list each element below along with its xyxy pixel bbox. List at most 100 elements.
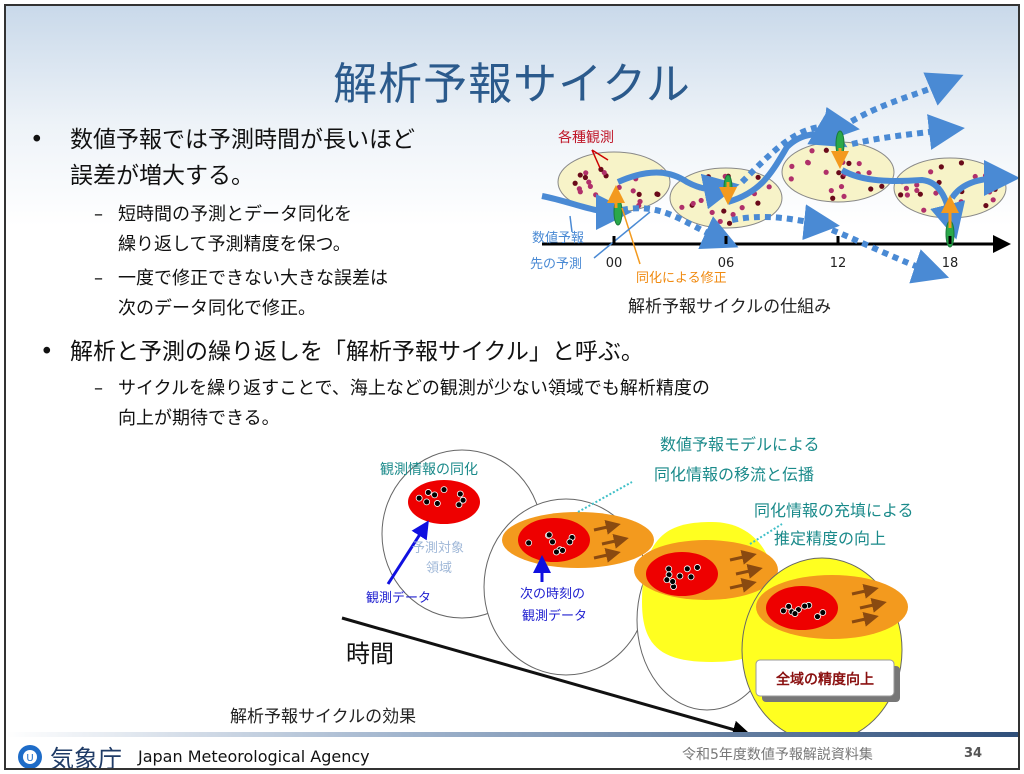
observation-dot — [879, 183, 885, 189]
observation-point — [566, 538, 574, 546]
propagation-arrow — [729, 577, 757, 593]
prior-forecast-leader — [593, 211, 651, 259]
observation-dot — [601, 202, 607, 208]
observation-dot — [836, 170, 842, 176]
sub-bullet-2-1: サイクルを繰り返すことで、海上などの観測が少ない領域でも解析精度の 向上が期待で… — [118, 374, 710, 434]
observation-point — [440, 486, 448, 494]
observation-dot — [789, 163, 795, 169]
forecast-path — [949, 160, 1018, 200]
dash-marker: – — [94, 378, 103, 399]
forecast-path — [616, 169, 740, 210]
propagation-arrow — [601, 533, 629, 549]
target-area-label: 領域 — [426, 560, 452, 576]
bullet-1: 数値予報では予測時間が長いほど 誤差が増大する。 — [70, 122, 415, 194]
propagation-arrow — [593, 519, 621, 535]
effect-caption: 解析予報サイクルの効果 — [230, 707, 417, 727]
observation-dot — [838, 183, 845, 190]
observation-dot — [856, 160, 862, 167]
prior-forecast-label: 先の予測 — [530, 257, 582, 272]
propagation-arrow — [735, 563, 763, 579]
observation-dot — [577, 172, 583, 178]
observation-dot — [587, 183, 593, 189]
effect-diagram: 観測情報の同化 予測対象 領域 観測データ 次の時刻の 観測データ 数値予報モデ… — [341, 435, 914, 732]
advection-leader — [577, 481, 633, 513]
tick-label: 12 — [830, 256, 847, 271]
forecast-path — [727, 113, 848, 205]
footer-divider — [6, 732, 1018, 737]
correction-label: 同化による修正 — [636, 271, 727, 286]
observation-point — [545, 531, 553, 539]
observation-dot — [809, 148, 815, 154]
observation-dot — [868, 186, 874, 192]
observation-dot — [616, 184, 622, 191]
observation-point — [559, 546, 566, 554]
observation-dot — [705, 174, 712, 180]
observation-dot — [739, 205, 745, 211]
observation-dot — [630, 188, 636, 194]
observation-dot — [708, 197, 714, 204]
bullet-2: 解析と予測の繰り返しを「解析予報サイクル」と呼ぶ。 — [70, 339, 644, 365]
observation-dot — [958, 199, 964, 205]
jma-emblem-icon: U — [18, 744, 42, 768]
forecast-path-dotted — [731, 204, 840, 241]
propagation-arrow — [729, 549, 757, 565]
result-box — [755, 659, 895, 697]
forecast-path-dotted — [851, 114, 965, 150]
target-area-label: 予測対象 — [412, 541, 464, 556]
observation-dot — [766, 184, 772, 190]
observation-dot — [840, 159, 846, 165]
observation-leader — [591, 149, 601, 169]
observation-dot — [690, 200, 696, 207]
observation-dot — [698, 197, 704, 204]
forecast-path — [541, 193, 632, 230]
observation-dot — [572, 180, 578, 186]
obs-data-arrow — [386, 520, 429, 585]
filling-label: 推定精度の向上 — [774, 529, 886, 548]
observation-dot — [583, 170, 589, 176]
next-obs-label: 次の時刻の — [520, 586, 585, 602]
forecast-path-dotted — [830, 227, 950, 284]
propagation-arrows — [593, 519, 887, 627]
observation-dot — [715, 193, 721, 200]
observation-dot — [917, 191, 923, 197]
forecast-label: 数値予報 — [532, 230, 584, 246]
agency-name-jp: 気象庁 — [50, 745, 122, 770]
observation-point — [415, 494, 423, 502]
observation-dot — [601, 169, 607, 176]
dash-marker: – — [94, 204, 103, 225]
observation-dot — [914, 187, 920, 194]
observation-point — [459, 496, 467, 504]
cycle-diagram: 00 06 12 18 各種観測 数値予報 先の予測 同化による修正 — [530, 72, 1018, 286]
tick-label: 06 — [718, 256, 735, 271]
slide: 解析予報サイクル • 数値予報では予測時間が長いほど 誤差が増大する。 – 短時… — [4, 4, 1020, 770]
next-obs-label: 観測データ — [522, 608, 587, 624]
propagation-arrow — [851, 583, 879, 599]
observation-dot — [726, 220, 733, 226]
observation-point — [665, 565, 673, 573]
sub-bullet-1-1: 短時間の予測とデータ同化を 繰り返して予測精度を保つ。 — [118, 200, 352, 260]
observation-dot — [830, 195, 836, 201]
observation-dot — [823, 169, 829, 175]
bullet-marker: • — [30, 127, 44, 153]
sub-line: 次のデータ同化で修正。 — [118, 298, 316, 319]
observation-dot — [914, 182, 920, 188]
observation-dot — [928, 169, 934, 175]
observation-dot — [958, 160, 965, 166]
agency-name-en: Japan Meteorological Agency — [138, 747, 370, 766]
sub-line: 向上が期待できる。 — [118, 408, 280, 429]
sub-line: 短時間の予測とデータ同化を — [118, 204, 352, 225]
filling-label: 同化情報の充填による — [754, 501, 914, 520]
observation-dot — [903, 185, 910, 191]
advection-label: 同化情報の移流と伝播 — [654, 465, 814, 484]
forecast-path-dotted — [739, 106, 860, 185]
cycle-caption: 解析予報サイクルの仕組み — [628, 297, 832, 317]
observation-dot — [992, 186, 998, 192]
observation-point — [525, 539, 533, 547]
observation-point — [553, 548, 560, 556]
forecast-leader — [569, 215, 573, 233]
observation-dot — [755, 200, 761, 206]
propagation-arrow — [859, 597, 887, 613]
assimilation-label: 観測情報の同化 — [380, 461, 478, 478]
sub-line: 繰り返して予測精度を保つ。 — [118, 234, 351, 255]
bullet-1-line2: 誤差が増大する。 — [70, 163, 254, 189]
